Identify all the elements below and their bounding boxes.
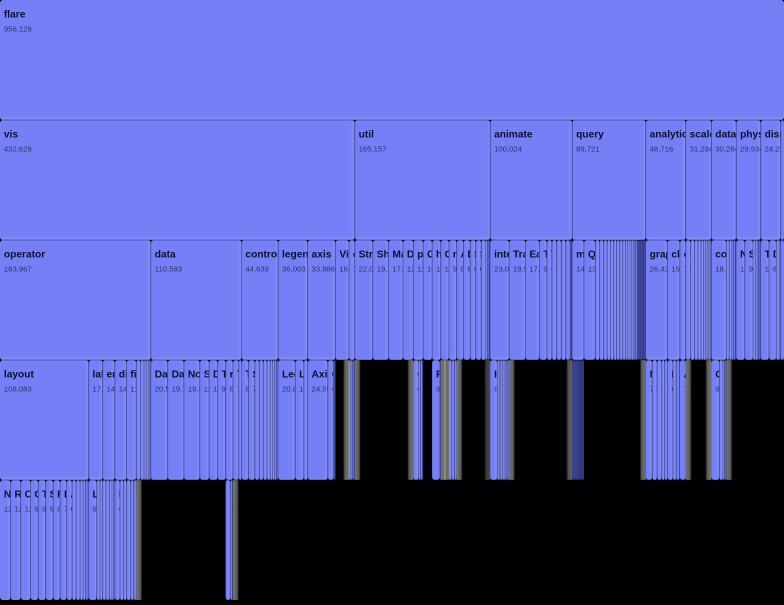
svg-text:89,721: 89,721 — [576, 144, 600, 153]
svg-text:100,024: 100,024 — [494, 144, 523, 153]
svg-text:48,716: 48,716 — [650, 144, 674, 153]
svg-text:165,157: 165,157 — [359, 144, 387, 153]
svg-text:util: util — [359, 130, 374, 141]
svg-text:axis: axis — [312, 250, 332, 261]
svg-text:108,083: 108,083 — [4, 384, 32, 393]
svg-text:animate: animate — [494, 130, 533, 141]
svg-text:31,294: 31,294 — [690, 144, 714, 153]
svg-text:data: data — [155, 250, 176, 261]
svg-text:30,284: 30,284 — [715, 144, 739, 153]
svg-text:33,886: 33,886 — [312, 264, 336, 273]
svg-text:183,967: 183,967 — [4, 264, 32, 273]
svg-text:layout: layout — [4, 370, 35, 381]
svg-text:956,129: 956,129 — [4, 24, 32, 33]
svg-text:data: data — [715, 130, 736, 141]
svg-text:vis: vis — [4, 130, 18, 141]
svg-text:flare: flare — [4, 10, 26, 21]
svg-text:query: query — [576, 130, 604, 141]
svg-text:operator: operator — [4, 250, 45, 261]
svg-text:44,639: 44,639 — [245, 264, 269, 273]
svg-text:36,003: 36,003 — [282, 264, 306, 273]
svg-text:110,583: 110,583 — [155, 264, 182, 273]
svg-text:432,629: 432,629 — [4, 144, 32, 153]
